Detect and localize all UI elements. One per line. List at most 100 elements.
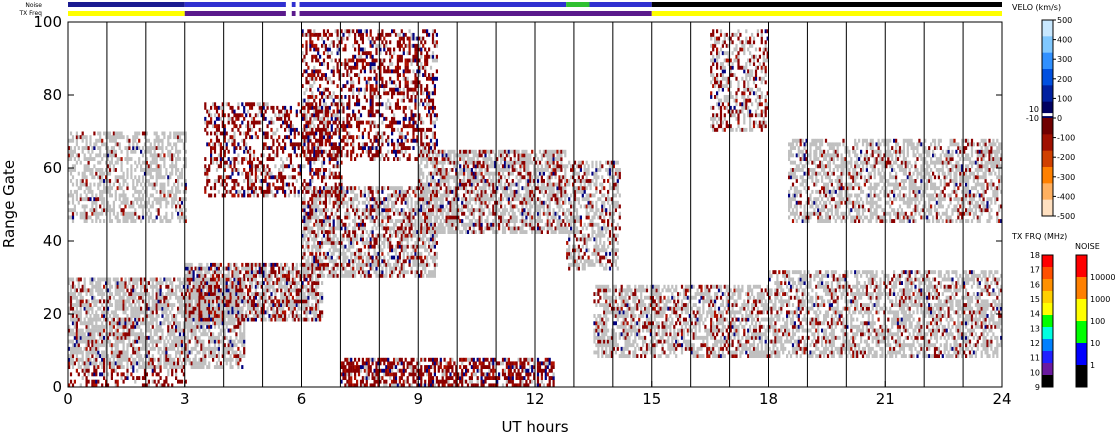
range-gate-cell [315, 105, 318, 110]
range-gate-cell [99, 292, 102, 296]
range-gate-cell [295, 262, 298, 267]
range-gate-cell [315, 102, 318, 107]
range-gate-cell [106, 299, 110, 304]
range-gate-cell [250, 299, 254, 304]
range-gate-cell [208, 299, 211, 304]
range-gate-cell [169, 357, 172, 362]
range-gate-cell [126, 314, 129, 318]
range-gate-cell [285, 157, 289, 161]
range-gate-cell [285, 281, 289, 285]
range-gate-cell [132, 284, 135, 289]
range-gate-cell [326, 124, 329, 129]
range-gate-cell [159, 157, 162, 161]
range-gate-cell [297, 306, 300, 311]
range-gate-cell [206, 314, 209, 318]
range-gate-cell [85, 179, 88, 183]
range-gate-cell [145, 149, 148, 154]
range-gate-cell [315, 273, 318, 278]
range-gate-cell [338, 149, 341, 154]
range-gate-cell [130, 211, 133, 216]
range-gate-cell [136, 335, 139, 340]
range-gate-cell [200, 361, 203, 366]
range-gate-cell [301, 149, 304, 154]
range-gate-cell [219, 321, 222, 326]
range-gate-cell [301, 146, 304, 150]
range-gate-cell [69, 350, 73, 355]
range-gate-cell [313, 157, 316, 161]
range-gate-cell [233, 142, 236, 147]
range-gate-cell [338, 142, 341, 147]
range-gate-cell [361, 62, 364, 66]
range-gate-cell [402, 142, 405, 147]
range-gate-cell [210, 193, 213, 198]
range-gate-cell [126, 200, 129, 205]
range-gate-cell [215, 157, 219, 161]
range-gate-cell [313, 95, 316, 99]
range-gate-cell [321, 36, 324, 41]
range-gate-cell [122, 321, 125, 326]
range-gate-cell [69, 299, 73, 304]
range-gate-cell [138, 277, 141, 282]
range-gate-cell [361, 146, 364, 150]
range-gate-cell [198, 262, 201, 267]
range-gate-cell [212, 335, 215, 340]
range-gate-cell [118, 321, 121, 326]
range-gate-cell [75, 288, 78, 293]
range-gate-cell [106, 335, 110, 340]
range-gate-cell [68, 292, 71, 296]
range-gate-cell [243, 277, 246, 282]
range-gate-cell [357, 109, 361, 114]
range-gate-cell [97, 339, 100, 344]
range-gate-cell [87, 197, 90, 202]
range-gate-cell [116, 335, 119, 340]
range-gate-cell [120, 131, 123, 136]
range-gate-cell [122, 306, 125, 311]
range-gate-cell [116, 354, 119, 358]
range-gate-cell [145, 354, 148, 358]
range-gate-cell [130, 219, 133, 223]
range-gate-cell [231, 321, 234, 326]
range-gate-cell [252, 303, 256, 307]
range-gate-cell [217, 164, 220, 169]
range-gate-cell [383, 65, 386, 70]
range-gate-cell [206, 281, 209, 285]
range-gate-cell [101, 292, 104, 296]
range-gate-cell [73, 343, 76, 348]
range-gate-cell [81, 211, 84, 216]
range-gate-cell [375, 36, 378, 41]
range-gate-cell [155, 208, 158, 213]
range-gate-cell [73, 361, 76, 366]
range-gate-cell [124, 357, 127, 362]
range-gate-cell [287, 127, 291, 132]
range-gate-cell [210, 350, 213, 355]
range-gate-cell [231, 273, 234, 278]
range-gate-cell [229, 314, 232, 318]
range-gate-cell [171, 365, 174, 369]
range-gate-cell [231, 339, 234, 344]
range-gate-cell [186, 350, 189, 355]
range-gate-cell [256, 175, 259, 180]
range-gate-cell [235, 303, 238, 307]
range-gate-cell [126, 299, 129, 304]
range-gate-cell [200, 339, 203, 344]
range-gate-cell [303, 164, 306, 169]
range-gate-cell [352, 138, 355, 143]
range-gate-cell [219, 270, 222, 275]
range-gate-cell [225, 310, 228, 315]
range-gate-cell [116, 292, 119, 296]
range-gate-cell [414, 51, 417, 56]
range-gate-cell [217, 284, 220, 289]
range-gate-cell [247, 270, 250, 275]
range-gate-cell [132, 295, 135, 300]
range-gate-cell [266, 146, 269, 150]
range-gate-cell [91, 350, 94, 355]
range-gate-cell [328, 105, 331, 110]
range-gate-cell [377, 32, 380, 37]
range-gate-cell [231, 109, 234, 114]
range-gate-cell [291, 288, 294, 293]
range-gate-cell [77, 299, 80, 304]
range-gate-cell [237, 310, 240, 315]
range-gate-cell [157, 175, 160, 180]
range-gate-cell [110, 157, 113, 161]
range-gate-cell [219, 153, 222, 158]
